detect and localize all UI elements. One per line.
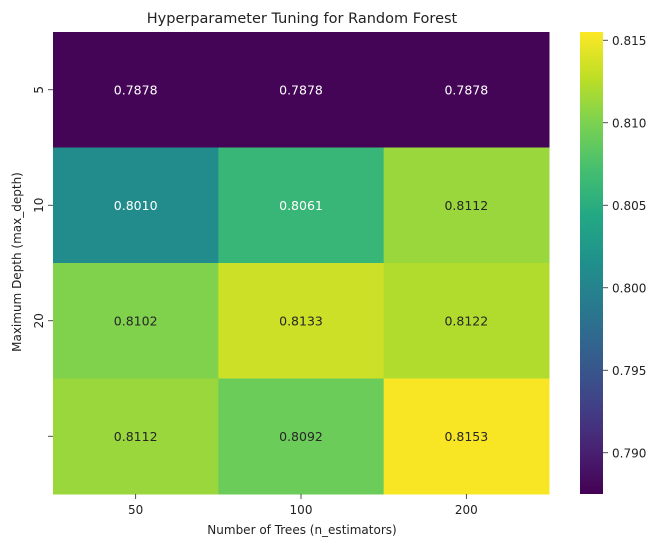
- x-tick-label: 100: [290, 503, 313, 517]
- heatmap-cell: [218, 263, 385, 379]
- heatmap-cell-labels: 0.7878 0.7878 0.7878 0.8010 0.8061 0.8112 0.81…: [114, 82, 488, 444]
- heatmap-cell: [53, 378, 219, 495]
- colorbar-tick-label: 0.805: [612, 199, 646, 213]
- cell-value-label: 0.7878: [444, 82, 488, 97]
- colorbar-gradient: [580, 32, 603, 494]
- y-axis-ticks: 5 10 20: [32, 86, 53, 437]
- cell-value-label: 0.8092: [279, 429, 323, 444]
- heatmap-cell: [383, 32, 550, 148]
- x-tick-label: 50: [128, 503, 143, 517]
- cell-value-label: 0.7878: [114, 82, 158, 97]
- heatmap-cell: [53, 32, 219, 148]
- x-tick-label: 200: [455, 503, 478, 517]
- y-tick-label: 20: [32, 313, 46, 328]
- x-axis-ticks: 50 100 200: [128, 494, 478, 517]
- cell-value-label: 0.7878: [279, 82, 323, 97]
- heatmap-cell: [383, 378, 550, 495]
- y-axis-label: Maximum Depth (max_depth): [10, 172, 24, 352]
- heatmap-cell: [53, 147, 219, 264]
- colorbar: 0.790 0.795 0.800 0.805 0.810 0.815: [580, 32, 646, 494]
- colorbar-tick-label: 0.790: [612, 446, 646, 460]
- cell-value-label: 0.8061: [279, 198, 323, 213]
- cell-value-label: 0.8122: [444, 313, 488, 328]
- y-tick-label: 5: [32, 86, 46, 94]
- colorbar-tick-label: 0.815: [612, 34, 646, 48]
- heatmap-cell: [218, 147, 385, 264]
- heatmap-cell: [218, 378, 385, 495]
- heatmap-cell: [383, 263, 550, 379]
- cell-value-label: 0.8133: [279, 313, 323, 328]
- cell-value-label: 0.8010: [114, 198, 158, 213]
- colorbar-tick-label: 0.810: [612, 116, 646, 130]
- cell-value-label: 0.8112: [114, 429, 158, 444]
- heatmap-cell: [53, 263, 219, 379]
- colorbar-tick-label: 0.795: [612, 364, 646, 378]
- heatmap-cell: [383, 147, 550, 264]
- cell-value-label: 0.8102: [114, 313, 158, 328]
- cell-value-label: 0.8112: [444, 198, 488, 213]
- y-tick-label: 10: [32, 198, 46, 213]
- x-axis-label: Number of Trees (n_estimators): [207, 523, 396, 537]
- cell-value-label: 0.8153: [444, 429, 488, 444]
- colorbar-tick-label: 0.800: [612, 281, 646, 295]
- heatmap-cells: [53, 32, 550, 495]
- chart-title: Hyperparameter Tuning for Random Forest: [147, 11, 458, 27]
- heatmap-cell: [218, 32, 385, 148]
